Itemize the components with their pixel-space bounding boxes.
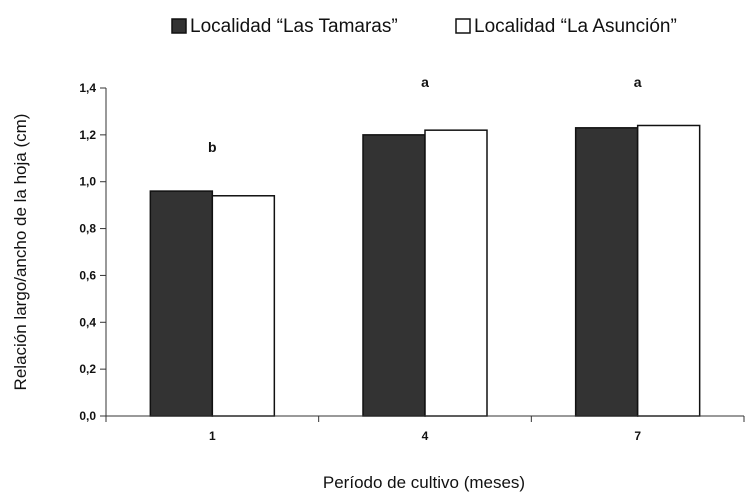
y-axis-ticks: 0,0 0,2 0,4 0,6 0,8 1,0 1,2 1,4 (79, 81, 106, 423)
bar-series-1-cat-7 (574, 127, 639, 417)
y-tick-label: 1,4 (79, 81, 96, 95)
y-tick-label: 1,0 (79, 175, 96, 189)
significance-label: b (208, 139, 217, 155)
y-tick-label: 1,2 (79, 128, 96, 142)
x-tick-label: 4 (422, 429, 429, 443)
bar-series-2-cat-7 (636, 124, 701, 417)
legend: Localidad “Las Tamaras” Localidad “La As… (171, 16, 677, 37)
x-tick-label: 1 (209, 429, 216, 443)
y-tick-label: 0,4 (79, 315, 96, 329)
legend-label-series-1: Localidad “Las Tamaras” (190, 16, 398, 37)
bar-series-1-cat-1 (149, 190, 214, 417)
bar-series-2-cat-4 (424, 129, 488, 417)
legend-label-series-2: Localidad “La Asunción” (474, 16, 677, 37)
significance-label: a (634, 74, 642, 90)
y-tick-label: 0,0 (79, 409, 96, 423)
significance-annotations: b a a (208, 74, 642, 155)
legend-swatch-series-2 (455, 18, 471, 34)
legend-swatch-series-1 (171, 18, 187, 34)
y-axis-title: Relación largo/ancho de la hoja (cm) (11, 114, 30, 391)
significance-label: a (421, 74, 429, 90)
bar-series-1-cat-4 (362, 134, 426, 417)
bars (149, 124, 701, 417)
y-tick-label: 0,6 (79, 268, 96, 282)
y-tick-label: 0,8 (79, 222, 96, 236)
y-tick-label: 0,2 (79, 362, 96, 376)
bar-series-2-cat-1 (211, 195, 276, 417)
x-axis-title: Período de cultivo (meses) (323, 473, 525, 492)
x-tick-label: 7 (634, 429, 641, 443)
x-axis-ticks: 1 4 7 (105, 416, 745, 443)
